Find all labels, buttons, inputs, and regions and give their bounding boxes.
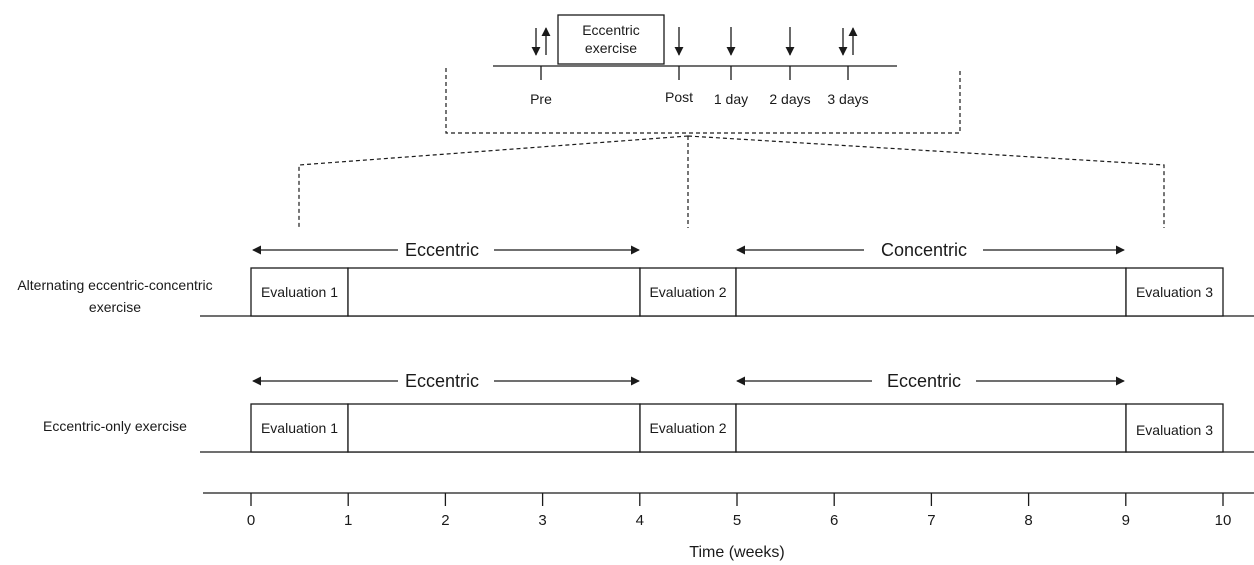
axis-tick-label: 3 <box>538 512 546 529</box>
evaluation-box <box>250 267 349 317</box>
training-block <box>735 267 1127 317</box>
dash-link-eval1 <box>298 135 689 228</box>
inset-timeline: Eccentric exercise Pre Post 1 day 2 days… <box>493 14 897 107</box>
time-axis-label: Time (weeks) <box>689 544 784 561</box>
group-eccentric-only: Eccentric-only exercise Eccentric Eccent… <box>43 371 1254 453</box>
evaluation-box <box>639 403 737 453</box>
group-label-line1: Alternating eccentric-concentric <box>17 277 212 293</box>
axis-tick-label: 2 <box>441 512 449 529</box>
axis-tick-label: 10 <box>1215 512 1232 529</box>
group-alternating: Alternating eccentric-concentric exercis… <box>17 240 1254 317</box>
timepoint-label-post: Post <box>665 89 693 105</box>
time-axis-ticks: 0 1 2 3 4 5 6 7 8 9 10 <box>247 493 1232 529</box>
timepoint-label-3days: 3 days <box>827 91 868 107</box>
training-block <box>735 403 1127 453</box>
inset-callout-dashes <box>298 68 1165 228</box>
eccentric-exercise-box <box>557 14 665 65</box>
exercise-box-label-line2: exercise <box>585 40 637 56</box>
group-label-line1: Eccentric-only exercise <box>43 418 187 434</box>
axis-tick-label: 6 <box>830 512 838 529</box>
phase-label: Eccentric <box>405 240 479 260</box>
group-label-line2: exercise <box>89 299 141 315</box>
axis-tick-label: 0 <box>247 512 255 529</box>
evaluation-label: Evaluation 1 <box>261 284 338 300</box>
inset-bracket <box>445 68 961 134</box>
phase-label: Concentric <box>881 240 967 260</box>
timepoint-label-pre: Pre <box>530 91 552 107</box>
dash-link-eval3 <box>687 135 1165 228</box>
evaluation-label: Evaluation 2 <box>649 284 726 300</box>
evaluation-box <box>1125 403 1224 453</box>
timepoint-label-2days: 2 days <box>769 91 810 107</box>
evaluation-label: Evaluation 1 <box>261 420 338 436</box>
evaluation-label: Evaluation 3 <box>1136 422 1213 438</box>
axis-tick-label: 1 <box>344 512 352 529</box>
evaluation-label: Evaluation 2 <box>649 420 726 436</box>
evaluation-box <box>1125 267 1224 317</box>
phase-label: Eccentric <box>405 371 479 391</box>
axis-tick-label: 8 <box>1024 512 1032 529</box>
training-block <box>347 267 641 317</box>
evaluation-label: Evaluation 3 <box>1136 284 1213 300</box>
axis-tick-label: 9 <box>1122 512 1130 529</box>
axis-tick-label: 4 <box>636 512 644 529</box>
timepoint-label-1day: 1 day <box>714 91 748 107</box>
evaluation-box <box>639 267 737 317</box>
exercise-box-label-line1: Eccentric <box>582 22 640 38</box>
training-block <box>347 403 641 453</box>
axis-tick-label: 5 <box>733 512 741 529</box>
axis-tick-label: 7 <box>927 512 935 529</box>
phase-label: Eccentric <box>887 371 961 391</box>
time-axis: 0 1 2 3 4 5 6 7 8 9 10 Time (weeks) <box>203 492 1254 561</box>
